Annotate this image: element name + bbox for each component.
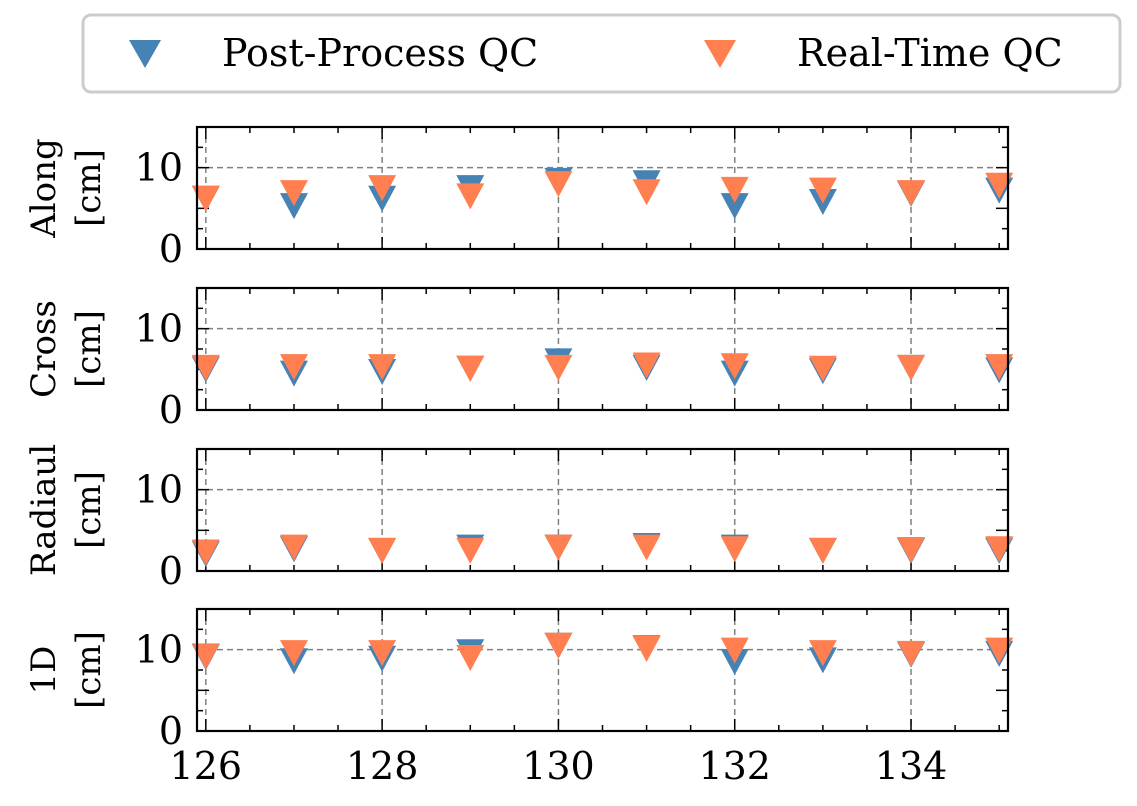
marker-real-time <box>456 644 485 671</box>
y-axis-label: 1D <box>24 646 64 695</box>
marker-real-time <box>279 534 308 561</box>
marker-real-time <box>544 171 573 198</box>
y-tick-label: 10 <box>135 307 183 351</box>
y-axis-label: Cross <box>24 300 64 398</box>
marker-real-time <box>191 539 220 566</box>
marker-real-time <box>897 537 926 564</box>
marker-real-time <box>279 640 308 667</box>
y-axis-label: Radiaul <box>24 444 64 576</box>
y-tick-label: 0 <box>159 388 183 432</box>
marker-real-time <box>456 355 485 382</box>
marker-real-time <box>368 354 397 381</box>
marker-real-time <box>808 177 837 204</box>
panel-4: 0 10 1D [cm] <box>24 607 1014 753</box>
marker-real-time <box>985 637 1014 664</box>
panel-3: 0 10 Radiaul [cm] <box>24 444 1014 593</box>
legend-label-real-time: Real-Time QC <box>797 31 1063 75</box>
panel-1: 0 10 Along [cm] <box>24 125 1014 271</box>
marker-real-time <box>720 176 749 203</box>
marker-real-time <box>985 536 1014 563</box>
marker-real-time <box>985 172 1014 199</box>
x-tick-label: 132 <box>698 744 771 788</box>
x-tick-label: 134 <box>875 744 948 788</box>
marker-real-time <box>897 180 926 207</box>
marker-real-time <box>456 183 485 210</box>
marker-real-time <box>720 536 749 563</box>
y-tick-label: 0 <box>159 227 183 271</box>
marker-real-time <box>632 636 661 663</box>
marker-real-time <box>720 353 749 380</box>
marker-real-time <box>632 534 661 561</box>
marker-real-time <box>544 534 573 561</box>
marker-real-time <box>191 643 220 670</box>
marker-real-time <box>897 640 926 667</box>
y-tick-label: 10 <box>135 146 183 190</box>
axes-frame <box>195 286 1010 412</box>
axes-frame <box>195 607 1010 733</box>
y-tick-label: 10 <box>135 628 183 672</box>
y-axis-label: Along <box>24 138 64 239</box>
marker-real-time <box>632 179 661 206</box>
marker-real-time <box>720 637 749 664</box>
axes-frame <box>195 125 1010 251</box>
legend-frame <box>81 13 1122 94</box>
x-tick-label: 128 <box>346 744 419 788</box>
x-tick-label: 130 <box>522 744 595 788</box>
marker-real-time <box>897 354 926 381</box>
y-axis-unit: [cm] <box>69 631 109 709</box>
marker-post-process <box>279 193 308 220</box>
marker-real-time <box>985 354 1014 381</box>
y-axis-unit: [cm] <box>69 310 109 388</box>
marker-real-time <box>632 352 661 379</box>
marker-real-time <box>279 180 308 207</box>
marker-real-time <box>544 632 573 659</box>
marker-real-time <box>544 354 573 381</box>
marker-real-time <box>808 640 837 667</box>
marker-real-time <box>456 537 485 564</box>
x-tick-label: 126 <box>170 744 243 788</box>
marker-real-time <box>191 185 220 212</box>
legend-marker-post-process <box>129 40 161 68</box>
y-tick-label: 10 <box>135 468 183 512</box>
marker-real-time <box>368 175 397 202</box>
y-axis-unit: [cm] <box>69 149 109 227</box>
legend-marker-real-time <box>704 40 736 68</box>
y-tick-label: 0 <box>159 709 183 753</box>
marker-real-time <box>279 354 308 381</box>
marker-post-process <box>720 193 749 220</box>
panel-2: 0 10 Cross [cm] <box>24 286 1014 432</box>
legend: Post-Process QC Real-Time QC <box>81 13 1122 94</box>
marker-real-time <box>368 640 397 667</box>
marker-real-time <box>368 537 397 564</box>
marker-real-time <box>808 537 837 564</box>
marker-real-time <box>808 355 837 382</box>
legend-label-post-process: Post-Process QC <box>222 31 538 75</box>
marker-real-time <box>191 354 220 381</box>
axes-frame <box>195 447 1010 573</box>
y-tick-label: 0 <box>159 549 183 593</box>
y-axis-unit: [cm] <box>69 471 109 549</box>
